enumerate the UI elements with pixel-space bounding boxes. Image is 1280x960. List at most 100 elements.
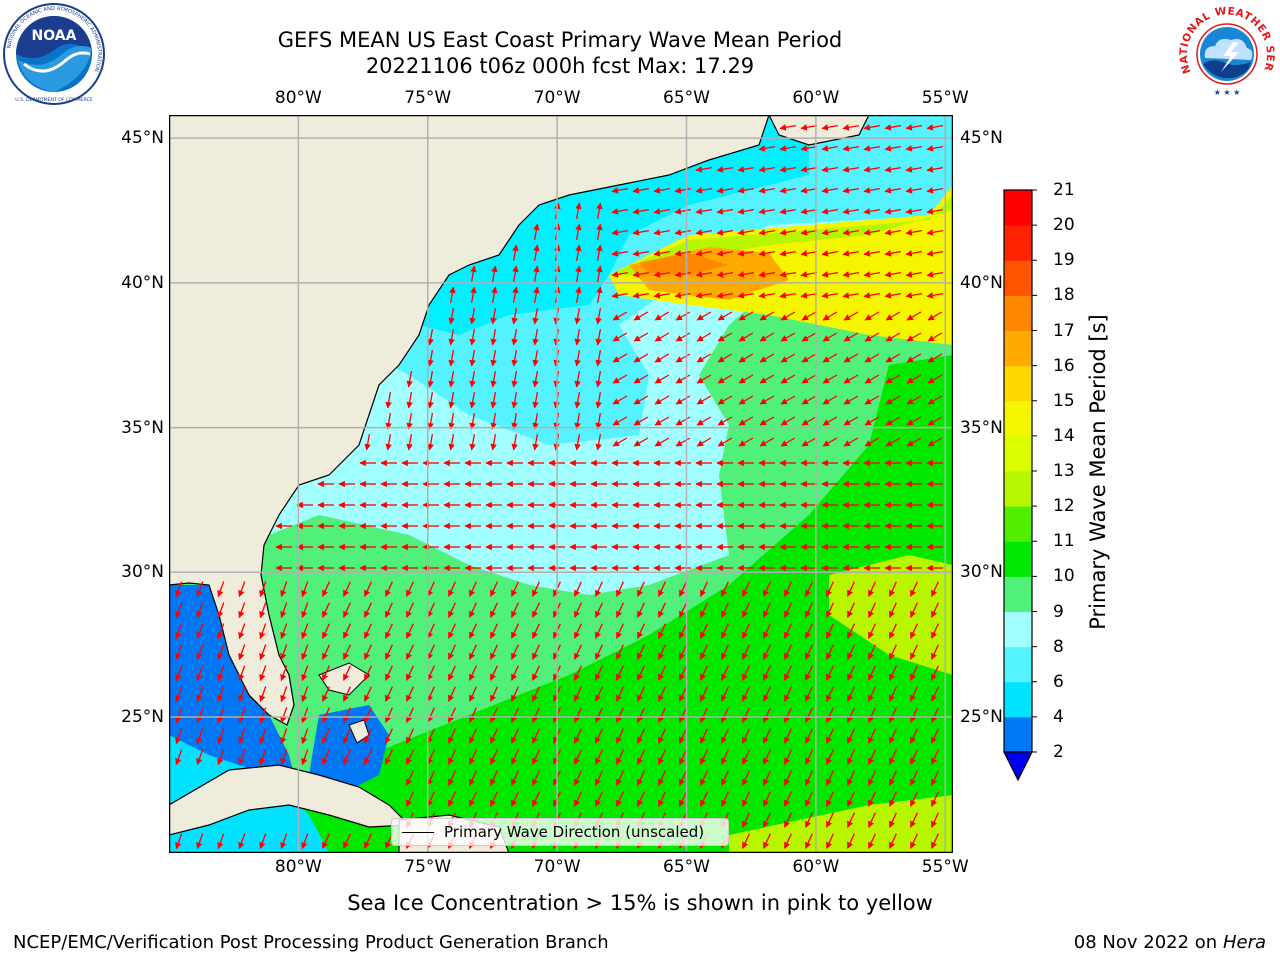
wave-arrow: [364, 833, 372, 849]
wave-arrow: [801, 395, 817, 405]
wave-arrow: [658, 665, 666, 681]
wave-arrow: [696, 332, 712, 342]
wave-arrow: [469, 686, 477, 702]
wave-arrow: [490, 307, 497, 325]
wave-arrow: [905, 292, 923, 299]
wave-arrow: [847, 623, 855, 639]
colorbar-cell: [1004, 506, 1032, 542]
wave-arrow: [322, 728, 330, 744]
wave-arrow: [595, 370, 602, 388]
nws-logo-icon: NATIONAL WEATHER SERVICE ★ ★ ★: [1177, 2, 1276, 100]
wave-arrow: [889, 686, 897, 702]
colorbar-tick-label: 15: [1053, 390, 1075, 411]
wave-arrow: [779, 166, 797, 173]
wave-arrow: [427, 686, 435, 702]
wave-arrow: [595, 349, 602, 367]
wave-arrow: [759, 395, 775, 405]
wave-arrow: [616, 644, 624, 660]
lat-tick-right: 45°N: [960, 128, 1003, 149]
wave-arrow: [406, 412, 413, 430]
wave-arrow: [821, 166, 839, 173]
wave-arrow: [448, 644, 456, 660]
wave-arrow: [826, 602, 834, 618]
wave-arrow: [763, 686, 771, 702]
wave-arrow: [784, 686, 792, 702]
wave-arrow: [238, 602, 246, 619]
wave-arrow: [926, 229, 944, 236]
wave-arrow: [596, 286, 603, 304]
colorbar-tick-label: 14: [1053, 425, 1075, 446]
wave-arrow: [842, 208, 860, 215]
wave-arrow: [742, 581, 750, 597]
wave-arrow: [716, 292, 734, 299]
wave-arrow: [532, 349, 539, 367]
wave-arrow: [532, 644, 540, 660]
wave-arrow: [721, 602, 729, 618]
wave-arrow: [842, 145, 860, 152]
svg-text:★ ★ ★: ★ ★ ★: [1214, 88, 1241, 97]
wave-arrow: [175, 749, 183, 766]
wave-arrow: [448, 370, 455, 388]
wave-arrow: [864, 332, 880, 342]
wave-arrow: [758, 229, 776, 236]
wave-arrow: [406, 623, 414, 639]
wave-arrow: [532, 433, 539, 451]
wave-arrow: [763, 602, 771, 618]
wave-arrow: [737, 229, 755, 236]
wave-arrow: [884, 166, 902, 173]
colorbar-cell: [1004, 576, 1032, 613]
wave-arrow: [427, 749, 435, 765]
wave-arrow: [448, 749, 456, 765]
wave-arrow: [700, 770, 708, 786]
wave-arrow: [905, 250, 923, 257]
wave-arrow: [406, 770, 414, 786]
wave-arrow: [280, 728, 288, 745]
wave-arrow: [700, 728, 708, 744]
wave-arrow: [868, 728, 876, 744]
lat-tick-right: 40°N: [960, 272, 1003, 293]
wave-arrow: [385, 581, 393, 597]
wave-arrow: [910, 686, 918, 702]
svg-text:U.S. DEPARTMENT OF COMMERCE: U.S. DEPARTMENT OF COMMERCE: [15, 97, 92, 103]
ocean-band-darkorange: [639, 253, 729, 275]
wave-arrow: [596, 265, 603, 283]
wave-arrow: [637, 581, 645, 597]
wave-arrow: [616, 623, 624, 639]
wave-arrow: [784, 581, 792, 597]
wave-arrow: [716, 166, 734, 173]
wave-arrow: [675, 311, 691, 321]
wave-arrow: [427, 602, 435, 618]
wave-arrow: [801, 416, 817, 426]
wave-arrow: [595, 328, 602, 346]
wave-arrow: [301, 728, 309, 745]
wave-arrow: [801, 332, 817, 342]
wave-arrow: [612, 437, 628, 447]
colorbar-tick-label: 17: [1053, 320, 1075, 341]
wave-arrow: [800, 250, 818, 257]
wave-arrow: [763, 749, 771, 765]
wave-arrow: [821, 271, 839, 278]
wave-arrow: [532, 686, 540, 702]
wave-arrow: [301, 749, 309, 766]
wave-arrow: [700, 686, 708, 702]
wave-arrow: [595, 728, 603, 744]
wave-arrow: [679, 581, 687, 597]
wave-arrow: [217, 665, 225, 682]
wave-arrow: [742, 791, 750, 807]
colorbar-tick-label: 20: [1053, 215, 1075, 236]
wave-arrow: [758, 271, 776, 278]
wave-arrow: [821, 187, 839, 194]
wave-arrow: [863, 145, 881, 152]
wave-arrow: [842, 166, 860, 173]
wave-arrow: [721, 770, 729, 786]
wave-arrow: [632, 208, 650, 215]
wave-arrow: [596, 223, 603, 241]
wave-arrow: [737, 250, 755, 257]
wave-arrow: [427, 665, 435, 681]
lat-tick-right: 25°N: [960, 706, 1003, 727]
wave-arrow: [742, 833, 750, 849]
wave-arrow: [721, 581, 729, 597]
wave-arrow: [575, 286, 582, 304]
wave-arrow: [742, 749, 750, 765]
wave-arrow: [595, 307, 602, 325]
